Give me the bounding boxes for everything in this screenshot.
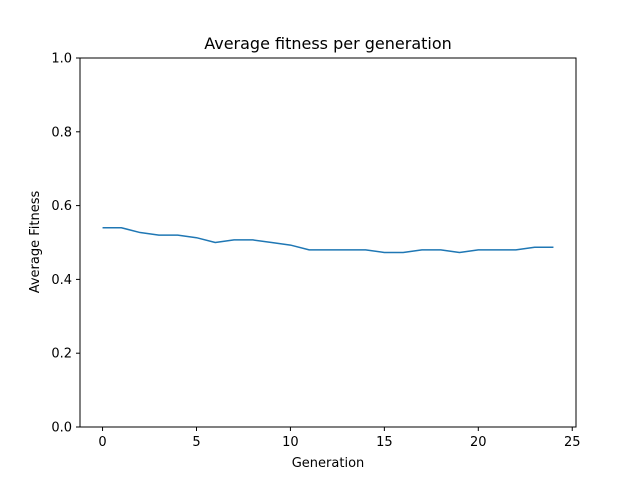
plot-area	[79, 57, 577, 428]
y-tick-label: 0.4	[51, 273, 72, 288]
x-tick-label: 20	[470, 435, 487, 450]
y-tick-label: 0.0	[51, 421, 72, 436]
y-tick-label: 0.2	[51, 347, 72, 362]
x-tick-label: 15	[376, 435, 393, 450]
x-tick-label: 0	[98, 435, 106, 450]
y-tick-label: 0.6	[51, 199, 72, 214]
y-tick-label: 0.8	[51, 125, 72, 140]
y-tick-label: 1.0	[51, 52, 72, 67]
y-axis: 0.0 0.2 0.4 0.6 0.8 1.0	[51, 52, 80, 436]
series-layer	[102, 226, 554, 254]
axes-frame	[79, 57, 577, 428]
y-axis-label: Average Fitness	[28, 191, 43, 294]
x-axis: 0 5 10 15 20 25	[98, 427, 581, 450]
x-axis-label: Generation	[292, 456, 365, 471]
x-tick-label: 25	[564, 435, 581, 450]
x-tick-label: 5	[192, 435, 200, 450]
chart-title: Average fitness per generation	[204, 34, 452, 53]
x-tick-label: 10	[282, 435, 299, 450]
series-line	[102, 226, 554, 254]
